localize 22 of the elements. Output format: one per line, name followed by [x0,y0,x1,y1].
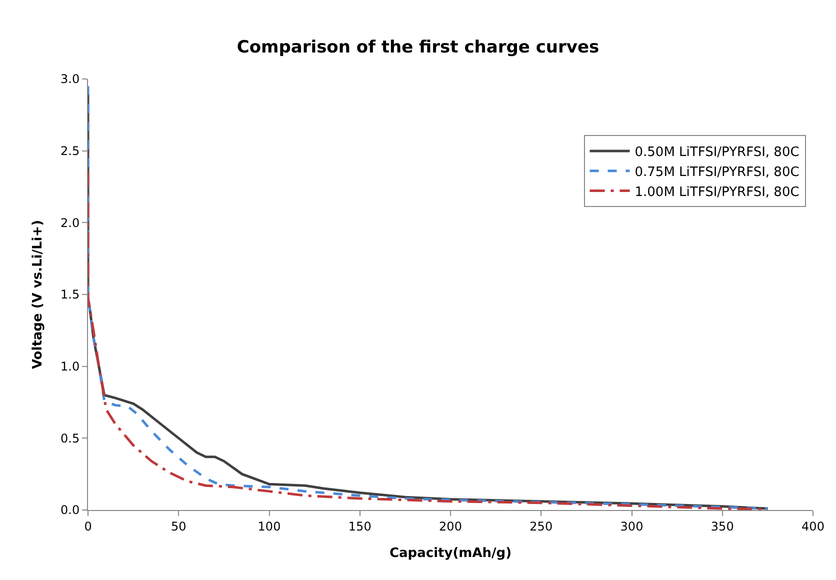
y-tick-label: 0.5 [60,431,80,446]
y-tick-label: 0.0 [60,503,80,518]
y-tick-label: 2.5 [60,144,80,158]
x-tick-label: 50 [170,519,186,534]
x-axis-title: Capacity(mAh/g) [389,546,512,561]
y-tick-label: 1.5 [60,288,80,302]
legend-label: 1.00M LiTFSI/PYRFSI, 80C [634,184,800,200]
y-tick-label: 1.0 [60,360,80,374]
x-tick-label: 150 [348,519,372,534]
x-tick-label: 350 [710,519,734,534]
y-tick-label: 3.0 [60,72,80,86]
legend-label: 0.50M LiTFSI/PYRFSI, 80C [634,145,800,160]
chart-title: Comparison of the first charge curves [236,38,600,58]
x-tick-label: 300 [620,519,644,534]
x-tick-label: 200 [439,519,462,534]
x-tick-label: 100 [258,519,281,534]
x-tick-label: 0 [84,519,92,534]
y-tick-label: 2.0 [60,216,80,230]
x-tick-label: 400 [802,519,824,534]
y-axis-title: Voltage (V vs.Li/Li+) [30,220,46,370]
x-tick-label: 250 [530,519,553,534]
legend-label: 0.75M LiTFSI/PYRFSI, 80C [634,164,800,180]
